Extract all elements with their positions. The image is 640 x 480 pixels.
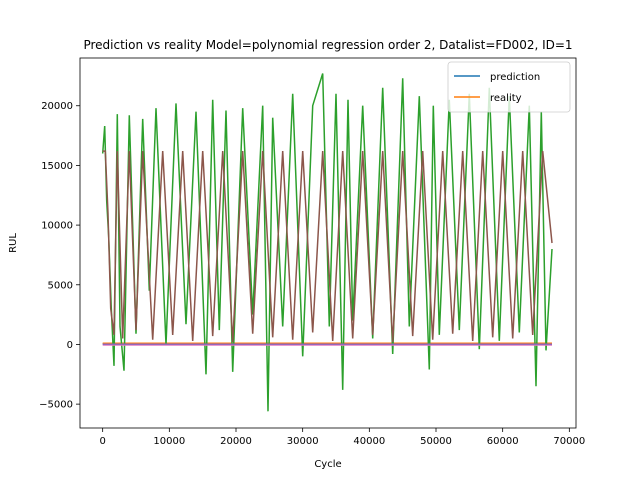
y-tick-label: 10000 (41, 221, 73, 232)
x-tick-label: 50000 (420, 436, 452, 447)
plot-frame (79, 57, 577, 429)
x-tick-label: 70000 (553, 436, 585, 447)
legend-label-reality: reality (490, 93, 522, 104)
y-tick-label: −5000 (39, 400, 73, 411)
x-tick-label: 60000 (487, 436, 519, 447)
series-line-unlabeled-3 (102, 150, 553, 343)
x-tick-label: 30000 (287, 436, 319, 447)
x-axis-label: Cycle (314, 459, 341, 470)
chart-title: Prediction vs reality Model=polynomial r… (83, 38, 572, 52)
y-tick-label: 15000 (41, 161, 73, 172)
x-tick-label: 20000 (220, 436, 252, 447)
x-tick-label: 40000 (353, 436, 385, 447)
x-axis: 0 10000 20000 30000 40000 50000 60000 70000 (99, 428, 585, 447)
x-tick-label: 10000 (153, 436, 185, 447)
y-tick-label: 5000 (48, 280, 73, 291)
y-tick-label: 0 (67, 340, 73, 351)
legend-box (447, 61, 571, 113)
legend: prediction reality (447, 61, 571, 113)
y-tick-label: 20000 (41, 101, 73, 112)
y-axis-label: RUL (8, 233, 19, 253)
legend-label-prediction: prediction (490, 72, 540, 83)
x-tick-label: 0 (99, 436, 105, 447)
y-axis: −5000 0 5000 10000 15000 20000 (39, 101, 80, 411)
